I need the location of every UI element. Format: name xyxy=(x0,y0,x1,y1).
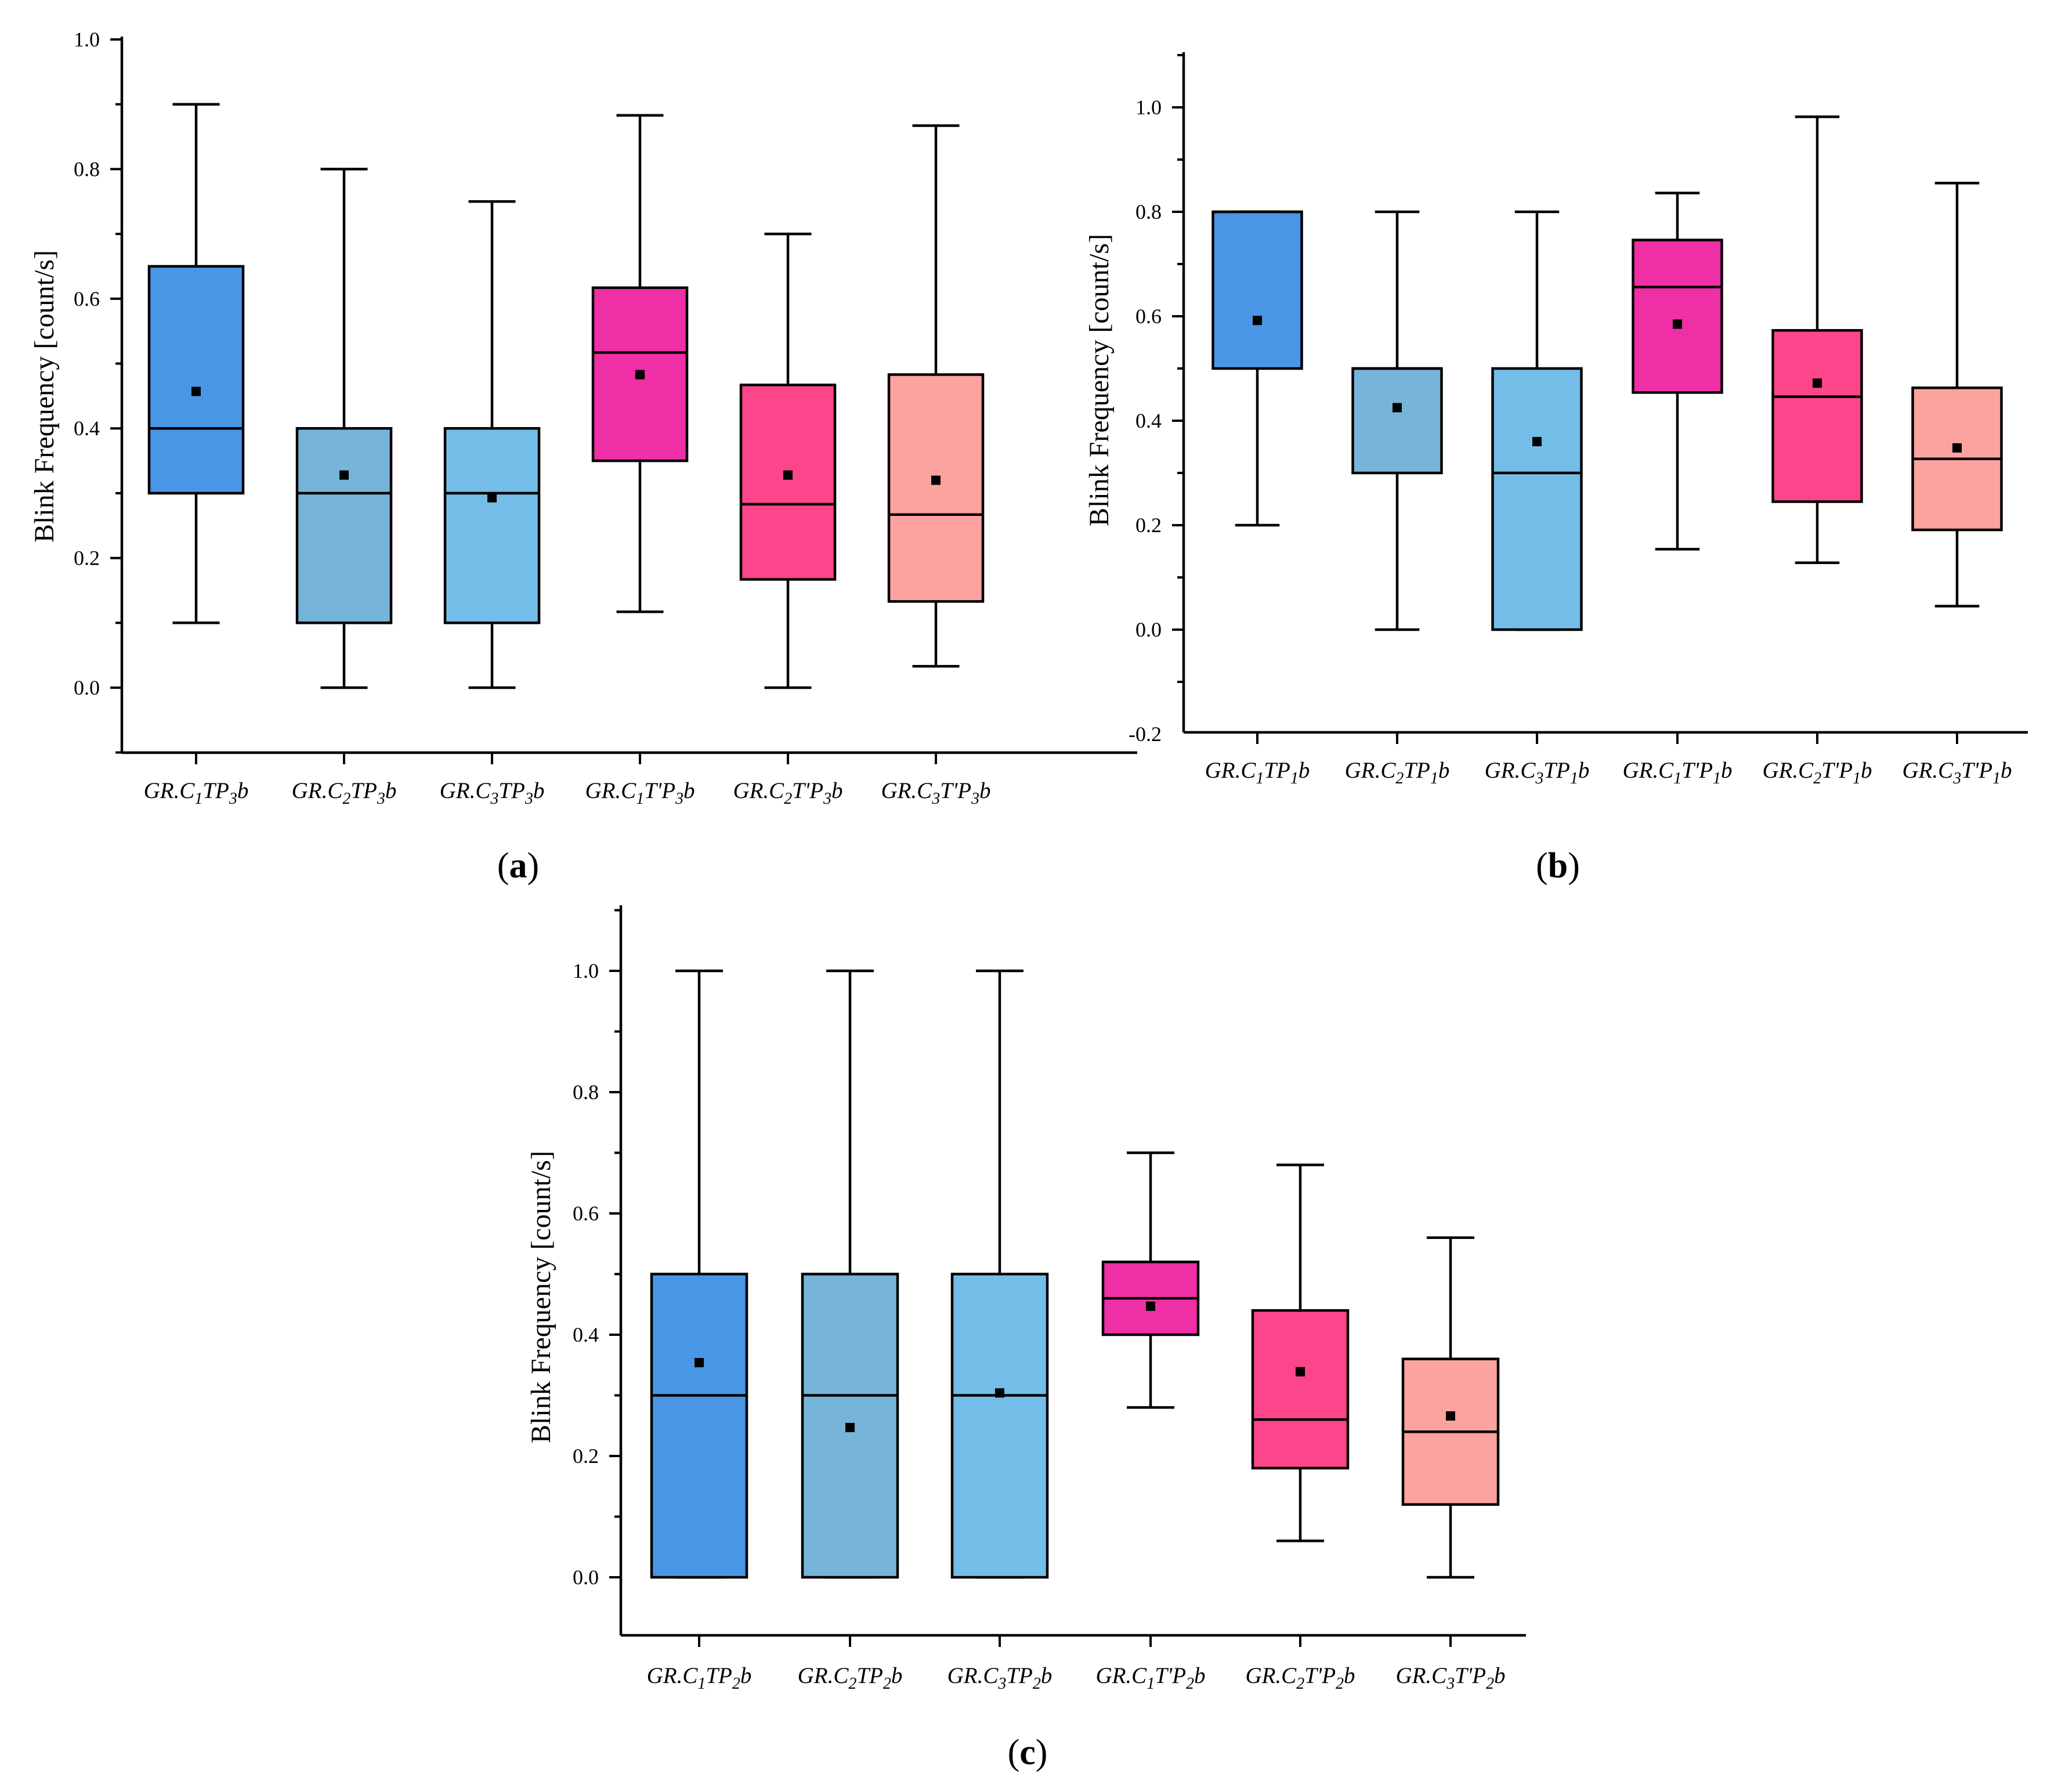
iqr-box xyxy=(1632,239,1723,394)
x-tick-label: GR.C3T'P3b xyxy=(881,778,990,808)
box-plot-group xyxy=(739,232,837,689)
iqr-box xyxy=(1771,329,1863,503)
box-plot-group xyxy=(1771,115,1863,565)
mean-marker xyxy=(1253,316,1262,326)
iqr-box xyxy=(1211,210,1303,370)
mean-marker xyxy=(695,1358,704,1368)
x-tick-label: GR.C2TP1b xyxy=(1345,758,1450,787)
box-plot-group xyxy=(950,969,1049,1579)
x-tick-label: GR.C1T'P1b xyxy=(1622,758,1732,787)
y-tick-label: 0.6 xyxy=(573,1202,599,1225)
mean-marker xyxy=(1673,319,1682,329)
iqr-box xyxy=(887,373,985,603)
x-tick-label: GR.C2T'P2b xyxy=(1245,1663,1355,1693)
y-tick-label: 1.0 xyxy=(573,959,599,982)
x-tick-label: GR.C1TP3b xyxy=(144,778,249,808)
y-tick-label: 0.6 xyxy=(74,287,100,310)
box-plot-group xyxy=(1351,210,1443,631)
box-plot-group xyxy=(1211,210,1303,527)
x-tick-label: GR.C1TP2b xyxy=(647,1663,752,1693)
y-tick-label: 0.4 xyxy=(1135,409,1162,432)
panel-label-a: (a) xyxy=(497,846,539,886)
panel-b-chart: -0.2 0.0 0.2 0.4 0.6 0.8 1.0 Blink Frequency [c… xyxy=(1084,52,2028,787)
x-tick-label: GR.C3T'P1b xyxy=(1902,758,2012,787)
box-plot-group xyxy=(443,200,541,689)
mean-marker xyxy=(1446,1411,1455,1421)
x-tick-label: GR.C2T'P1b xyxy=(1762,758,1872,787)
iqr-box xyxy=(443,427,541,624)
iqr-box xyxy=(739,384,837,581)
y-tick-label: 0.4 xyxy=(573,1323,599,1346)
y-axis-label: Blink Frequency [count/s] xyxy=(526,1151,556,1443)
iqr-box xyxy=(1351,367,1443,475)
mean-marker xyxy=(931,475,941,485)
iqr-box xyxy=(295,427,393,624)
y-tick-label: 0.0 xyxy=(573,1566,599,1589)
y-tick-label: 0.8 xyxy=(573,1081,599,1104)
panel-a-chart: 0.0 0.2 0.4 0.6 0.8 1.0 Blink Frequency [count… xyxy=(29,28,1137,808)
mean-marker xyxy=(191,386,201,396)
y-tick-label: 0.6 xyxy=(1135,305,1162,328)
mean-marker xyxy=(1532,437,1542,446)
box-plot-group xyxy=(650,969,748,1579)
y-tick-label: 0.8 xyxy=(74,157,100,180)
y-tick-label: 0.0 xyxy=(1135,618,1162,641)
mean-marker xyxy=(845,1422,855,1432)
box-plot-group xyxy=(1401,1236,1500,1579)
box-plot-group xyxy=(147,103,245,624)
y-tick-label: 0.2 xyxy=(74,547,100,570)
y-tick-label: 0.4 xyxy=(74,417,100,440)
mean-marker xyxy=(1393,403,1402,413)
iqr-box xyxy=(650,1273,748,1579)
box-plot-group xyxy=(801,969,899,1579)
x-tick-label: GR.C3TP2b xyxy=(947,1663,1053,1693)
panel-label-b: (b) xyxy=(1536,846,1580,886)
y-tick-label: 0.0 xyxy=(74,676,100,699)
x-tick-label: GR.C2TP3b xyxy=(292,778,397,808)
y-tick-label: -0.2 xyxy=(1129,722,1162,746)
box-plot-group xyxy=(1911,182,2003,608)
mean-marker xyxy=(783,470,793,480)
iqr-box xyxy=(1251,1309,1350,1470)
box-plot-group xyxy=(887,124,985,668)
x-tick-label: GR.C3TP1b xyxy=(1485,758,1590,787)
y-tick-label: 0.2 xyxy=(1135,514,1162,537)
mean-marker xyxy=(1146,1301,1155,1311)
x-tick-label: GR.C1T'P3b xyxy=(585,778,695,808)
box-plot-group xyxy=(295,168,393,689)
x-tick-label: GR.C1T'P2b xyxy=(1095,1663,1205,1693)
panel-c-chart: 0.0 0.2 0.4 0.6 0.8 1.0 Blink Frequency [count… xyxy=(526,905,1526,1693)
y-tick-label: 0.8 xyxy=(1135,200,1162,223)
mean-marker xyxy=(995,1388,1004,1398)
box-plot-group xyxy=(1251,1164,1350,1542)
iqr-box xyxy=(1491,367,1583,631)
box-plot-group xyxy=(1632,192,1723,551)
y-axis-label: Blink Frequency [count/s] xyxy=(29,250,60,543)
y-tick-label: 0.2 xyxy=(573,1444,599,1468)
mean-marker xyxy=(1813,378,1822,388)
panel-label-c: (c) xyxy=(1008,1733,1048,1772)
y-tick-label: 1.0 xyxy=(74,28,100,51)
box-plot-group xyxy=(1491,210,1583,631)
mean-marker xyxy=(635,370,645,380)
x-tick-label: GR.C2TP2b xyxy=(798,1663,903,1693)
iqr-box xyxy=(950,1273,1049,1579)
mean-marker xyxy=(487,493,497,503)
mean-marker xyxy=(1296,1367,1305,1376)
mean-marker xyxy=(339,470,349,480)
x-tick-label: GR.C1TP1b xyxy=(1205,758,1310,787)
x-tick-label: GR.C3T'P2b xyxy=(1395,1663,1505,1693)
box-plot-group xyxy=(591,114,689,613)
iqr-box xyxy=(801,1273,899,1579)
mean-marker xyxy=(1952,443,1962,453)
box-plot-group xyxy=(1101,1151,1200,1409)
iqr-box xyxy=(147,265,245,495)
x-tick-label: GR.C2T'P3b xyxy=(733,778,842,808)
x-tick-label: GR.C3TP3b xyxy=(440,778,545,808)
y-axis-label: Blink Frequency [count/s] xyxy=(1084,234,1115,526)
y-tick-label: 1.0 xyxy=(1135,96,1162,119)
